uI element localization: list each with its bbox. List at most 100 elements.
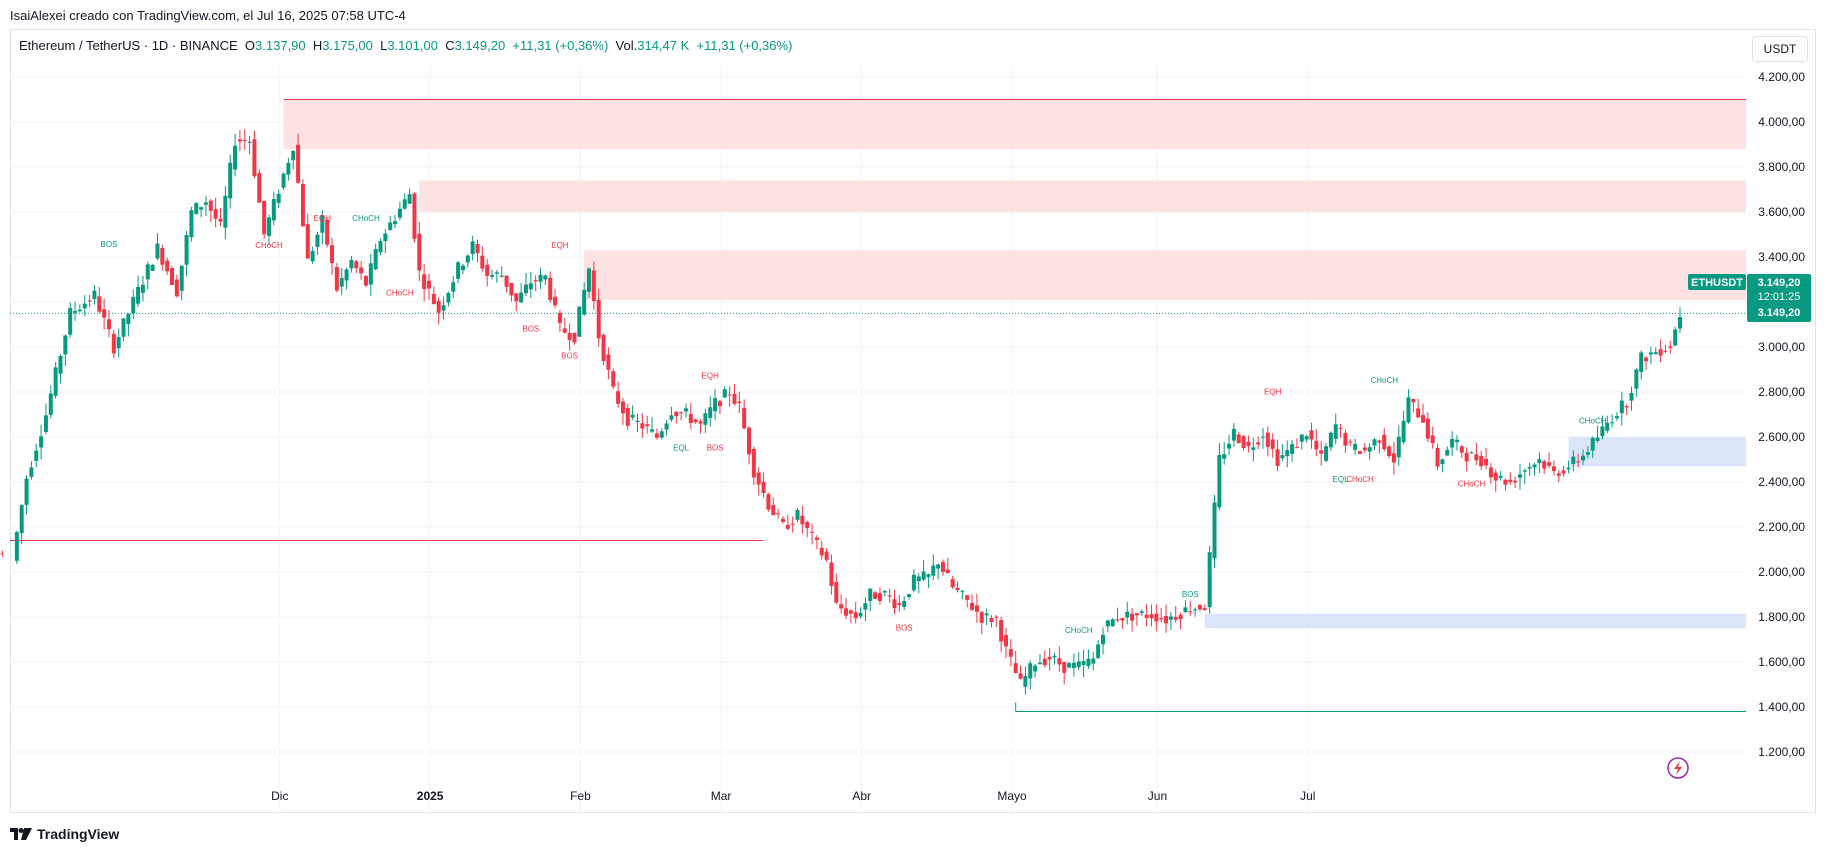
candle-body (1105, 620, 1110, 627)
candle-body (1222, 454, 1227, 459)
candle-body (814, 537, 819, 540)
candle-body (1387, 446, 1392, 457)
candle-body (887, 595, 892, 597)
candle-body (548, 277, 553, 301)
symbol-name[interactable]: Ethereum / TetherUS · 1D · BINANCE (19, 38, 238, 53)
level-lines: CHoCH (0, 312, 1746, 712)
candle-body (155, 243, 160, 259)
volume-value: 314,47 K (637, 38, 690, 53)
candle-body (136, 286, 141, 304)
candle-body (165, 260, 170, 272)
candle-body (1566, 467, 1571, 470)
candle-body (412, 193, 417, 239)
candle-body (1600, 426, 1605, 437)
candle-body (659, 431, 664, 438)
candle-body (286, 162, 291, 175)
low-label: L (380, 38, 388, 53)
candle-body (1275, 449, 1280, 467)
candle-body (1047, 656, 1052, 660)
candle-body (863, 603, 868, 610)
candle-body (1231, 428, 1236, 441)
structure-label: CHoCH (1458, 480, 1486, 489)
candle-body (572, 332, 577, 343)
candle-body (620, 401, 625, 414)
candle-body (805, 521, 810, 529)
candle-body (1377, 440, 1382, 443)
candle-body (1576, 461, 1581, 463)
y-tick-label: 4.200,00 (1758, 70, 1805, 84)
candle-body (1246, 441, 1251, 447)
candle-body (48, 393, 53, 415)
candle-body (465, 255, 470, 263)
countdown-tag: 12:01:25 (1758, 291, 1801, 303)
candle-body (1265, 432, 1270, 447)
candle-body (1164, 615, 1169, 624)
candle-body (228, 162, 233, 199)
structure-label: BOS (707, 444, 724, 453)
candle-body (737, 401, 742, 404)
candle-body (252, 139, 257, 177)
lightning-icon[interactable] (1667, 757, 1689, 779)
candle-body (882, 591, 887, 593)
candle-body (761, 481, 766, 494)
candle-body (1503, 479, 1508, 485)
candle-body (1653, 352, 1658, 355)
structure-label: BOS (896, 624, 913, 633)
candle-body (1062, 661, 1067, 673)
candle-body (1406, 397, 1411, 423)
candle-body (533, 280, 538, 282)
y-axis[interactable]: 4.200,00 4.000,00 3.800,00 3.600,00 3.400,00… (1758, 70, 1805, 759)
close-label: C (445, 38, 455, 53)
candle-body (1139, 611, 1144, 613)
x-axis[interactable]: Dic 2025 Feb Mar Abr Mayo Jun Jul (271, 789, 1315, 803)
structure-label: EQL (1333, 475, 1350, 484)
price-tag-2: 3.149,20 (1758, 307, 1801, 319)
candle-body (940, 561, 945, 572)
y-tick-label: 1.400,00 (1758, 700, 1805, 714)
candle-body (271, 198, 276, 221)
candle-body (184, 235, 189, 265)
currency-button[interactable]: USDT (1752, 36, 1808, 62)
candle-body (926, 574, 931, 578)
candle-body (611, 371, 616, 387)
candle-body (858, 612, 863, 617)
y-tick-label: 3.400,00 (1758, 250, 1805, 264)
candle-body (1547, 462, 1552, 466)
candle-body (1134, 613, 1139, 616)
candle-body (1648, 352, 1653, 355)
candle-body (1484, 458, 1489, 466)
candle-body (1256, 442, 1261, 445)
candle-body (140, 284, 145, 293)
candle-body (276, 193, 281, 204)
candle-body (1435, 447, 1440, 467)
candle-body (407, 194, 412, 204)
candle-body (1261, 436, 1265, 438)
candle-body (310, 250, 315, 262)
candle-body (1314, 440, 1319, 450)
candle-body (1479, 456, 1484, 467)
candle-body (1149, 614, 1154, 619)
candle-body (1391, 453, 1396, 463)
candle-body (19, 505, 24, 534)
candle-body (1110, 619, 1115, 627)
candle-body (790, 523, 795, 525)
candle-body (1474, 454, 1479, 461)
candle-body (979, 612, 984, 623)
candle-body (795, 510, 800, 520)
tradingview-brand[interactable]: TradingView (10, 826, 119, 842)
candle-body (1183, 607, 1188, 613)
candle-body (1517, 474, 1522, 478)
candle-body (1168, 616, 1173, 620)
candle-body (577, 306, 582, 337)
candle-body (1319, 450, 1324, 454)
candle-body (291, 150, 296, 161)
candle-body (1571, 456, 1576, 465)
candle-body (1581, 455, 1586, 461)
candle-body (1464, 452, 1469, 462)
candle-body (208, 200, 213, 211)
candle-body (68, 308, 73, 335)
candle-body (528, 283, 533, 290)
candle-body (509, 282, 514, 296)
candle-body (703, 413, 708, 425)
